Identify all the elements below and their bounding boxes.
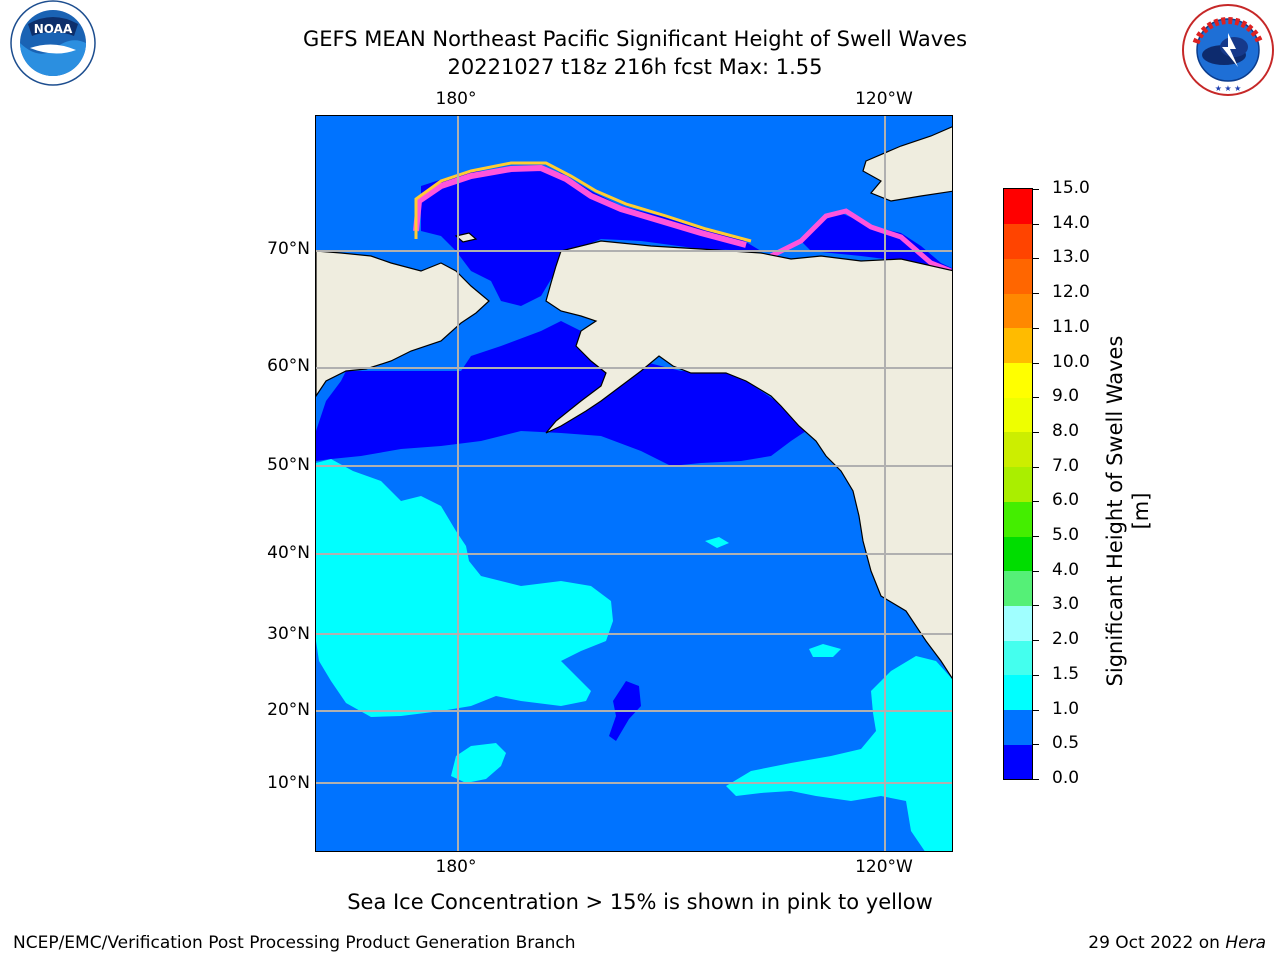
colorbar-segment [1004,189,1032,225]
colorbar-tick-label: 1.5 [1052,663,1080,684]
swell-region-1.0-1.5-islet-2 [705,537,729,548]
swell-region-1.0-1.5-east [726,656,952,851]
colorbar-tick [1033,536,1039,538]
lat-label-10n: 10°N [267,773,310,793]
map-panel [315,115,953,852]
colorbar-tick-label: 9.0 [1052,386,1080,407]
colorbar-tick-label: 0.0 [1052,768,1080,788]
colorbar-tick [1033,223,1039,225]
colorbar-tick [1033,709,1039,711]
colorbar-segment [1004,744,1032,780]
land-siberia [316,250,490,398]
swell-region-0-0.5-chukchi [421,167,761,306]
colorbar-segment [1004,570,1032,606]
lat-label-50n: 50°N [267,455,310,475]
svg-text:★ ★ ★: ★ ★ ★ [1215,84,1242,93]
bottom-lon-label-120w: 120°W [855,857,913,877]
colorbar-segment [1004,258,1032,294]
colorbar-tick [1033,327,1039,329]
colorbar-tick [1033,431,1039,433]
noaa-logo: NOAA [0,0,105,86]
lat-label-30n: 30°N [267,624,310,644]
sea-ice-caption: Sea Ice Concentration > 15% is shown in … [347,890,933,914]
colorbar-segment [1004,327,1032,364]
colorbar-tick [1033,189,1039,190]
colorbar-tick-label: 0.5 [1052,733,1080,754]
footer-left: NCEP/EMC/Verification Post Processing Pr… [13,933,576,953]
colorbar-tick-label: 7.0 [1052,455,1080,476]
colorbar-tick [1033,744,1039,746]
lat-label-60n: 60°N [267,356,310,376]
colorbar-tick-label: 12.0 [1052,282,1090,303]
colorbar-tick [1033,397,1039,399]
colorbar-segment [1004,431,1032,468]
nws-logo: ★ ★ ★ [1178,3,1278,98]
colorbar-tick [1033,674,1039,676]
colorbar-tick [1033,605,1039,607]
colorbar-tick-label: 4.0 [1052,559,1080,580]
lat-label-70n: 70°N [267,239,310,259]
colorbar-tick-label: 11.0 [1052,316,1090,337]
colorbar-segment [1004,674,1032,711]
colorbar-segment [1004,640,1032,676]
land-alaska [545,240,952,680]
swell-region-0-0.5-bering [316,321,806,466]
colorbar-tick [1033,362,1039,364]
land-st-lawrence-island [454,232,478,243]
colorbar-tick-label: 5.0 [1052,525,1080,546]
colorbar-tick-label: 6.0 [1052,490,1080,511]
colorbar-segment [1004,223,1032,259]
footer-right: 29 Oct 2022 on Hera [1088,933,1266,953]
colorbar-segment [1004,362,1032,398]
swell-region-1.0-1.5-islet-1 [809,644,841,657]
bottom-lon-label-180: 180° [435,857,477,877]
svg-text:NOAA: NOAA [34,22,73,36]
top-lon-label-180: 180° [435,89,477,109]
colorbar-tick [1033,779,1039,780]
colorbar-segment [1004,536,1032,572]
sea-ice-edge-chukchi-outer [414,161,752,243]
footer-date: 29 Oct 2022 on [1088,933,1226,953]
colorbar-segment [1004,709,1032,745]
chart-subtitle: 20221027 t18z 216h fcst Max: 1.55 [447,55,823,79]
colorbar [1003,188,1033,780]
colorbar-tick [1033,640,1039,642]
colorbar-title: Significant Height of Swell Waves [m] [1103,335,1153,687]
colorbar-tick-label: 3.0 [1052,594,1080,615]
sea-ice-edge-chukchi [413,164,747,248]
swell-region-1.0-1.5-south [451,743,506,783]
colorbar-tick [1033,570,1039,572]
colorbar-segment [1004,466,1032,502]
colorbar-tick-label: 2.0 [1052,629,1080,650]
colorbar-tick [1033,501,1039,503]
sea-ice-edge-beaufort [769,208,952,274]
colorbar-tick [1033,258,1039,260]
colorbar-segment [1004,293,1032,329]
colorbar-tick-label: 8.0 [1052,420,1080,441]
chart-title: GEFS MEAN Northeast Pacific Significant … [302,27,968,51]
swell-region-1.0-1.5-west [316,459,613,717]
colorbar-tick-label: 10.0 [1052,351,1090,372]
colorbar-tick [1033,293,1039,295]
top-lon-label-120w: 120°W [855,89,913,109]
colorbar-segment [1004,501,1032,537]
colorbar-tick [1033,466,1039,468]
footer-host: Hera [1225,933,1266,953]
colorbar-segment [1004,605,1032,641]
colorbar-segment [1004,397,1032,433]
colorbar-tick-label: 13.0 [1052,247,1090,268]
colorbar-tick-label: 14.0 [1052,212,1090,233]
colorbar-tick-label: 1.0 [1052,698,1080,719]
lat-label-20n: 20°N [267,700,310,720]
colorbar-tick-label: 15.0 [1052,178,1090,198]
lat-label-40n: 40°N [267,543,310,563]
